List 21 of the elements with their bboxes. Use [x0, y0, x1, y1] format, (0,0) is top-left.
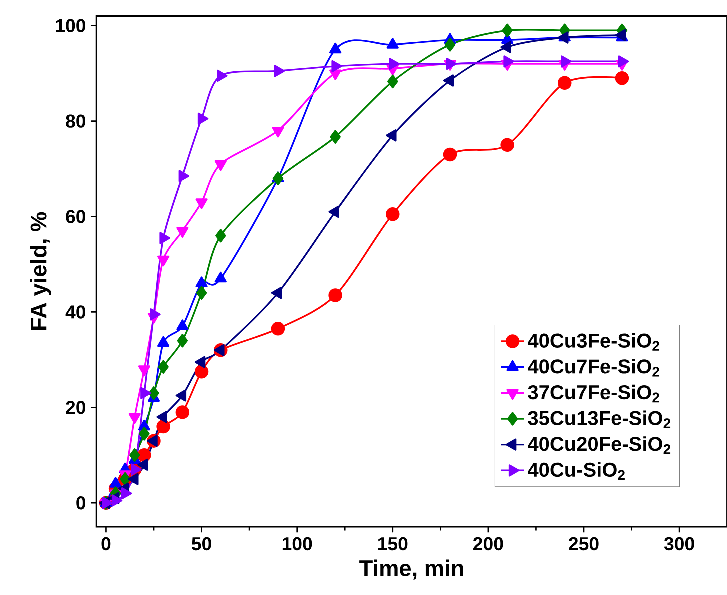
x-tick-label: 300	[664, 537, 694, 551]
x-tick-label: 250	[569, 537, 599, 551]
legend-label: 37Cu7Fe-SiO$_{2}$	[528, 384, 660, 403]
y-tick-label: 40	[66, 306, 86, 319]
x-axis-title: Time, min	[360, 560, 464, 580]
y-tick-label: 80	[66, 114, 86, 128]
legend-label: 40Cu7Fe-SiO$_{2}$	[528, 359, 660, 377]
legend-label: 35Cu13Fe-SiO$_{2}$	[528, 410, 671, 428]
x-tick-label: 50	[192, 537, 212, 551]
x-tick-label: 200	[474, 537, 504, 551]
y-tick-label: 100	[56, 19, 86, 32]
y-tick-label: 60	[66, 210, 86, 224]
legend-label: 40Cu3Fe-SiO$_{2}$	[528, 333, 660, 351]
x-tick-label: 0	[102, 537, 111, 551]
y-tick-label: 20	[66, 401, 86, 414]
legend-label: 40Cu-SiO$_{2}$	[528, 462, 625, 480]
x-tick-label: 100	[282, 537, 312, 551]
legend-label: 40Cu20Fe-SiO$_{2}$	[528, 436, 671, 454]
y-axis-title: FA yield, %	[30, 212, 52, 330]
x-tick-label: 150	[378, 537, 408, 551]
y-tick-label: 0	[76, 496, 86, 510]
